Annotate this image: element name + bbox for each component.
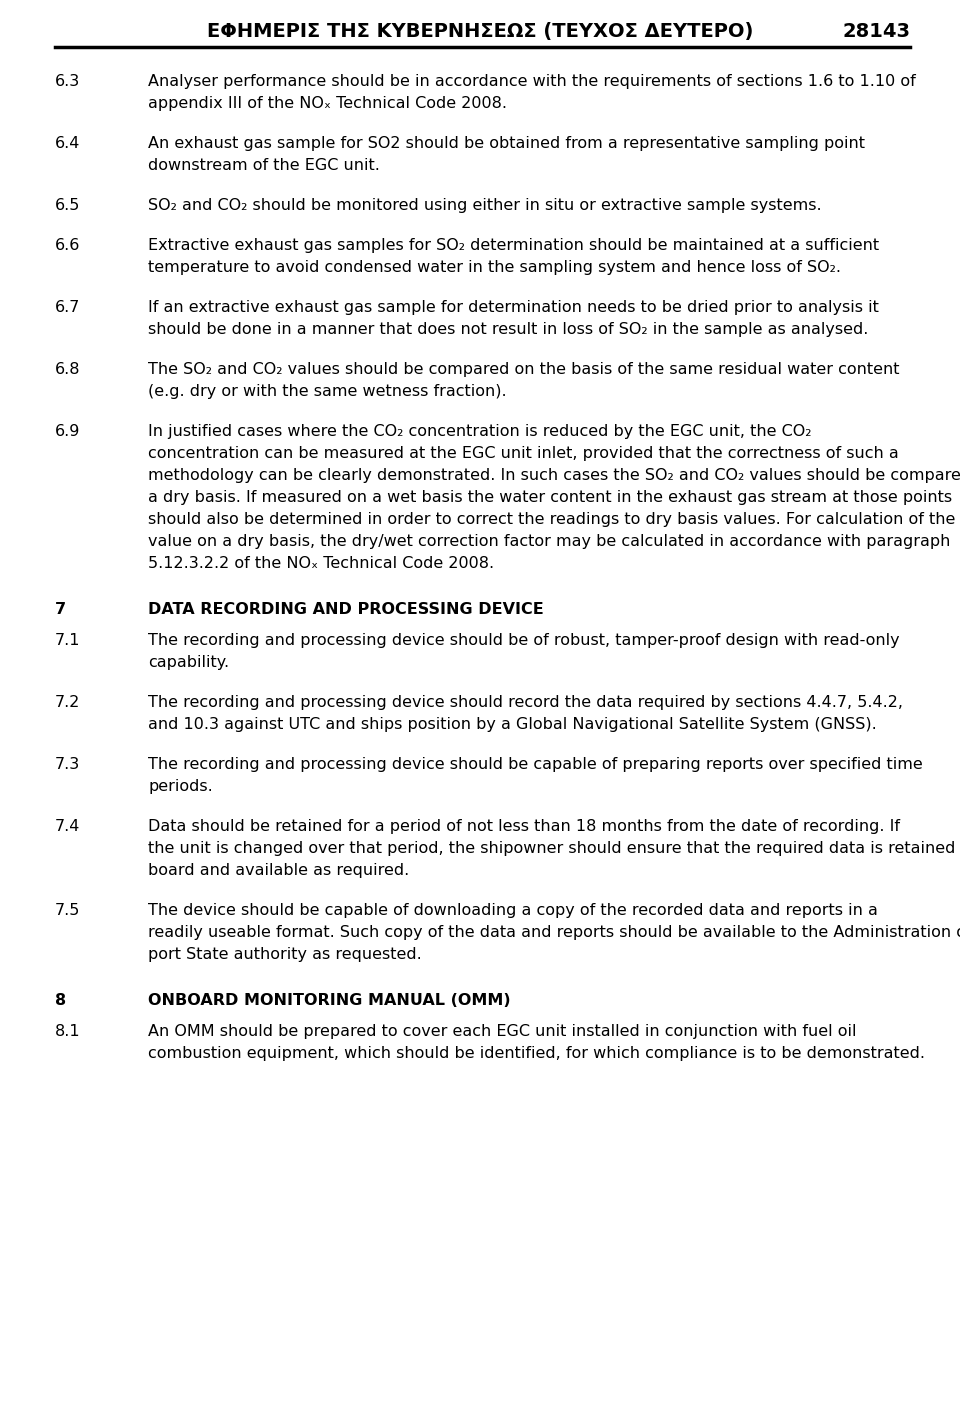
Text: ONBOARD MONITORING MANUAL (OMM): ONBOARD MONITORING MANUAL (OMM) xyxy=(148,993,511,1008)
Text: value on a dry basis, the dry/wet correction factor may be calculated in accorda: value on a dry basis, the dry/wet correc… xyxy=(148,534,950,549)
Text: appendix III of the NOₓ Technical Code 2008.: appendix III of the NOₓ Technical Code 2… xyxy=(148,95,507,111)
Text: The recording and processing device should be of robust, tamper-proof design wit: The recording and processing device shou… xyxy=(148,633,900,649)
Text: 7.3: 7.3 xyxy=(55,757,81,772)
Text: 6.9: 6.9 xyxy=(55,424,81,439)
Text: 6.8: 6.8 xyxy=(55,362,81,378)
Text: the unit is changed over that period, the shipowner should ensure that the requi: the unit is changed over that period, th… xyxy=(148,841,960,856)
Text: Analyser performance should be in accordance with the requirements of sections 1: Analyser performance should be in accord… xyxy=(148,74,916,88)
Text: a dry basis. If measured on a wet basis the water content in the exhaust gas str: a dry basis. If measured on a wet basis … xyxy=(148,490,952,505)
Text: 6.5: 6.5 xyxy=(55,198,81,213)
Text: temperature to avoid condensed water in the sampling system and hence loss of SO: temperature to avoid condensed water in … xyxy=(148,260,841,275)
Text: concentration can be measured at the EGC unit inlet, provided that the correctne: concentration can be measured at the EGC… xyxy=(148,446,899,461)
Text: 6.4: 6.4 xyxy=(55,136,81,152)
Text: and 10.3 against UTC and ships position by a Global Navigational Satellite Syste: and 10.3 against UTC and ships position … xyxy=(148,717,876,731)
Text: An exhaust gas sample for SO2 should be obtained from a representative sampling : An exhaust gas sample for SO2 should be … xyxy=(148,136,865,152)
Text: The SO₂ and CO₂ values should be compared on the basis of the same residual wate: The SO₂ and CO₂ values should be compare… xyxy=(148,362,900,378)
Text: 7.1: 7.1 xyxy=(55,633,81,649)
Text: capability.: capability. xyxy=(148,656,229,670)
Text: 6.7: 6.7 xyxy=(55,300,81,314)
Text: The device should be capable of downloading a copy of the recorded data and repo: The device should be capable of download… xyxy=(148,903,877,918)
Text: In justified cases where the CO₂ concentration is reduced by the EGC unit, the C: In justified cases where the CO₂ concent… xyxy=(148,424,811,439)
Text: 6.6: 6.6 xyxy=(55,239,81,253)
Text: 7.4: 7.4 xyxy=(55,819,81,834)
Text: The recording and processing device should be capable of preparing reports over : The recording and processing device shou… xyxy=(148,757,923,772)
Text: 8.1: 8.1 xyxy=(55,1024,81,1039)
Text: should be done in a manner that does not result in loss of SO₂ in the sample as : should be done in a manner that does not… xyxy=(148,322,869,337)
Text: readily useable format. Such copy of the data and reports should be available to: readily useable format. Such copy of the… xyxy=(148,925,960,941)
Text: Extractive exhaust gas samples for SO₂ determination should be maintained at a s: Extractive exhaust gas samples for SO₂ d… xyxy=(148,239,879,253)
Text: 8: 8 xyxy=(55,993,66,1008)
Text: 7: 7 xyxy=(55,602,66,616)
Text: If an extractive exhaust gas sample for determination needs to be dried prior to: If an extractive exhaust gas sample for … xyxy=(148,300,878,314)
Text: should also be determined in order to correct the readings to dry basis values. : should also be determined in order to co… xyxy=(148,512,960,526)
Text: port State authority as requested.: port State authority as requested. xyxy=(148,948,421,962)
Text: combustion equipment, which should be identified, for which compliance is to be : combustion equipment, which should be id… xyxy=(148,1046,925,1061)
Text: methodology can be clearly demonstrated. In such cases the SO₂ and CO₂ values sh: methodology can be clearly demonstrated.… xyxy=(148,468,960,483)
Text: An OMM should be prepared to cover each EGC unit installed in conjunction with f: An OMM should be prepared to cover each … xyxy=(148,1024,856,1039)
Text: SO₂ and CO₂ should be monitored using either in situ or extractive sample system: SO₂ and CO₂ should be monitored using ei… xyxy=(148,198,822,213)
Text: 7.5: 7.5 xyxy=(55,903,81,918)
Text: 28143: 28143 xyxy=(842,22,910,41)
Text: board and available as required.: board and available as required. xyxy=(148,863,409,878)
Text: (e.g. dry or with the same wetness fraction).: (e.g. dry or with the same wetness fract… xyxy=(148,385,507,399)
Text: 6.3: 6.3 xyxy=(55,74,81,88)
Text: DATA RECORDING AND PROCESSING DEVICE: DATA RECORDING AND PROCESSING DEVICE xyxy=(148,602,543,616)
Text: 7.2: 7.2 xyxy=(55,695,81,710)
Text: periods.: periods. xyxy=(148,779,213,795)
Text: 5.12.3.2.2 of the NOₓ Technical Code 2008.: 5.12.3.2.2 of the NOₓ Technical Code 200… xyxy=(148,556,494,571)
Text: The recording and processing device should record the data required by sections : The recording and processing device shou… xyxy=(148,695,903,710)
Text: ΕΦΗΜΕΡΙΣ ΤΗΣ ΚΥΒΕΡΝΗΣΕΩΣ (ΤΕΥΧΟΣ ΔΕΥΤΕΡΟ): ΕΦΗΜΕΡΙΣ ΤΗΣ ΚΥΒΕΡΝΗΣΕΩΣ (ΤΕΥΧΟΣ ΔΕΥΤΕΡΟ… xyxy=(206,22,754,41)
Text: Data should be retained for a period of not less than 18 months from the date of: Data should be retained for a period of … xyxy=(148,819,900,834)
Text: downstream of the EGC unit.: downstream of the EGC unit. xyxy=(148,159,380,173)
